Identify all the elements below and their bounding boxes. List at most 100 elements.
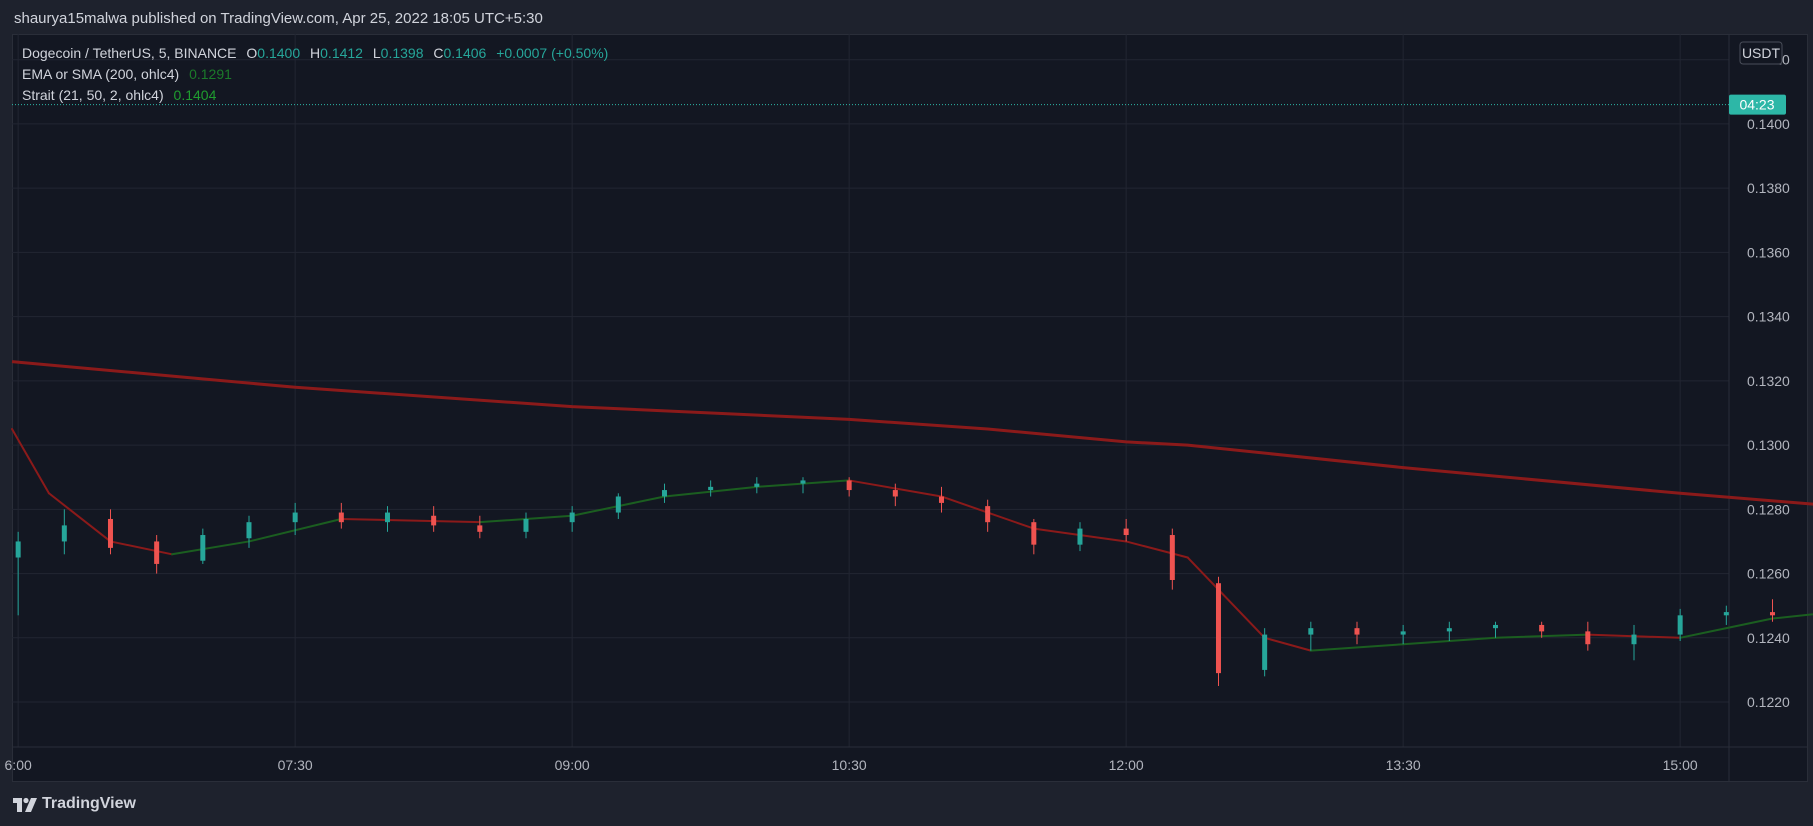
candle-body — [708, 486, 714, 491]
candle-body — [200, 535, 206, 561]
candle-body — [15, 541, 21, 558]
time-tick-label: 13:30 — [1386, 757, 1421, 773]
candle-body — [985, 506, 991, 523]
legend-main[interactable]: Dogecoin / TetherUS, 5, BINANCE O0.1400 … — [22, 45, 614, 61]
candle-body — [431, 515, 437, 526]
price-tick-label: 0.1240 — [1747, 630, 1790, 646]
candle-body — [1262, 634, 1268, 670]
chart-grid — [12, 34, 1729, 747]
ema-layer — [11, 360, 1813, 506]
time-axis: 6:0007:3009:0010:3012:0013:3015:0016:301… — [5, 757, 1698, 773]
publish-info: shaurya15malwa published on TradingView.… — [14, 10, 543, 27]
candle-body — [338, 512, 344, 523]
candle-body — [1123, 528, 1129, 536]
price-tick-label: 0.1220 — [1747, 694, 1790, 710]
strait-segment — [1125, 540, 1189, 559]
time-tick-label: 07:30 — [278, 757, 313, 773]
candle-layer — [15, 477, 1775, 686]
currency-label[interactable]: USDT — [1739, 41, 1783, 65]
candle-body — [1677, 615, 1683, 635]
candle-body — [1446, 628, 1452, 632]
ema-name[interactable]: EMA or SMA (200, ohlc4) — [22, 66, 180, 82]
candle-body — [800, 480, 806, 484]
candle-body — [1539, 624, 1545, 632]
time-tick-label: 6:00 — [5, 757, 32, 773]
candle-body — [1769, 612, 1775, 616]
price-tick-label: 0.1400 — [1747, 116, 1790, 132]
candle-body — [1723, 612, 1729, 616]
strait-segment — [1263, 636, 1312, 652]
candle-body — [754, 483, 760, 487]
chart-panel[interactable] — [12, 34, 1808, 782]
candle-body — [292, 512, 298, 523]
candle-body — [154, 541, 160, 564]
legend-strait[interactable]: Strait (21, 50, 2, ohlc4) 0.1404 — [22, 87, 222, 103]
close-value: 0.1406 — [443, 45, 487, 61]
candle-body — [1585, 631, 1591, 645]
tradingview-brand[interactable]: TradingView — [42, 795, 136, 812]
price-axis: 0.14200.14000.13800.13600.13400.13200.13… — [1747, 52, 1790, 710]
price-tick-label: 0.1280 — [1747, 501, 1790, 517]
strait-segment — [1771, 613, 1813, 620]
open-value: 0.1400 — [257, 45, 301, 61]
high-label: H — [310, 45, 321, 61]
time-tick-label: 12:00 — [1109, 757, 1144, 773]
low-value: 0.1398 — [380, 45, 424, 61]
price-tick-label: 0.1340 — [1747, 309, 1790, 325]
change-value: +0.0007 (+0.50%) — [496, 45, 609, 61]
strait-segment — [1679, 617, 1774, 639]
candle-body — [384, 512, 390, 523]
candle-body — [892, 490, 898, 497]
candle-body — [477, 525, 483, 532]
candle-body — [1169, 535, 1175, 580]
strait-segment — [11, 428, 50, 495]
candle-body — [846, 480, 852, 491]
legend-ema[interactable]: EMA or SMA (200, ohlc4) 0.1291 — [22, 66, 238, 82]
currency-text: USDT — [1742, 45, 1781, 61]
candle-body — [1215, 583, 1221, 674]
strait-segment — [171, 540, 250, 556]
strait-segment — [109, 540, 174, 556]
candle-body — [661, 490, 667, 497]
tradingview-logo-icon — [13, 797, 37, 812]
strait-value: 0.1404 — [173, 87, 217, 103]
candle-body — [1031, 522, 1037, 545]
publish-header: shaurya15malwa published on TradingView.… — [0, 0, 1813, 34]
countdown-text: 04:23 — [1739, 97, 1774, 113]
strait-segment — [1309, 643, 1405, 652]
time-tick-label: 09:00 — [555, 757, 590, 773]
countdown-tag: 04:23 — [1729, 94, 1786, 115]
price-tick-label: 0.1300 — [1747, 437, 1790, 453]
footer: TradingView — [0, 782, 1813, 826]
candle-body — [1354, 628, 1360, 635]
candle-body — [1492, 624, 1498, 629]
time-tick-label: 10:30 — [832, 757, 867, 773]
price-tick-label: 0.1360 — [1747, 244, 1790, 260]
candle-body — [569, 512, 575, 523]
candle-body — [1631, 634, 1637, 645]
price-tick-label: 0.1260 — [1747, 566, 1790, 582]
strait-segment — [47, 492, 112, 543]
candle-body — [1077, 528, 1083, 545]
candle-body — [615, 496, 621, 513]
strait-segment — [1402, 636, 1497, 646]
price-tick-label: 0.1380 — [1747, 180, 1790, 196]
candle-body — [1400, 631, 1406, 635]
candle-body — [61, 525, 67, 542]
close-label: C — [433, 45, 444, 61]
candle-body — [246, 522, 252, 539]
strait-segment — [340, 517, 481, 524]
high-value: 0.1412 — [320, 45, 363, 61]
ema-value: 0.1291 — [189, 66, 232, 82]
candle-body — [938, 496, 944, 503]
strait-segment — [1186, 556, 1266, 639]
candle-body — [1308, 628, 1314, 635]
low-label: L — [372, 45, 381, 61]
strait-name[interactable]: Strait (21, 50, 2, ohlc4) — [22, 87, 164, 103]
symbol-name[interactable]: Dogecoin / TetherUS, 5, BINANCE — [22, 45, 237, 61]
price-tick-label: 0.1320 — [1747, 373, 1790, 389]
ema-line — [11, 360, 1813, 506]
candle-body — [107, 518, 113, 548]
candle-body — [523, 518, 529, 532]
